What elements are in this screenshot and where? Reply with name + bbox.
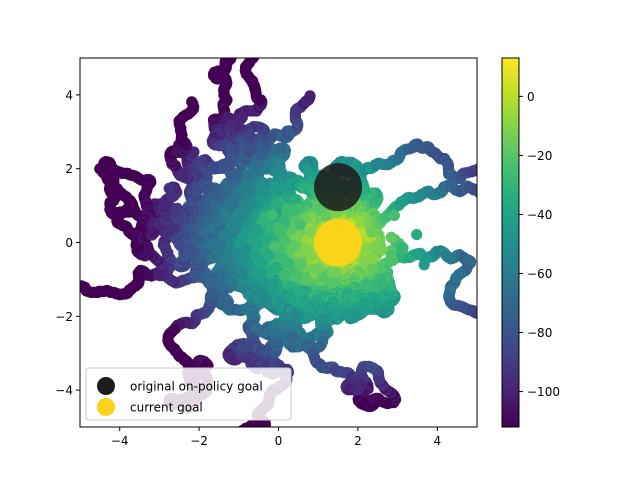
plot-area — [79, 57, 478, 428]
trajectory-points — [80, 58, 477, 427]
trajectory-point — [236, 111, 248, 123]
trajectory-point — [473, 305, 477, 316]
trajectory-point — [304, 90, 316, 102]
